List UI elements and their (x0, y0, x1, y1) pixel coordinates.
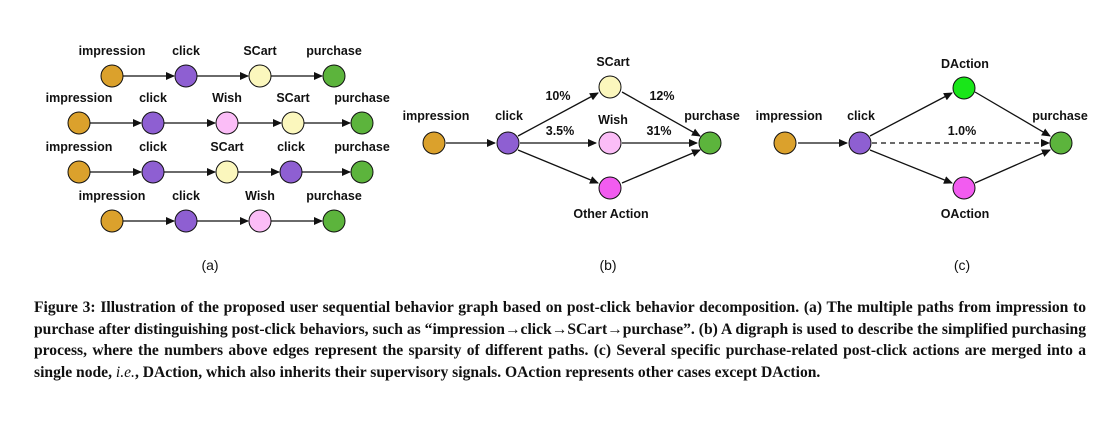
label-purchase: purchase (684, 109, 740, 123)
path-4-label-purchase: purchase (306, 189, 362, 203)
path-2-node-purchase (350, 111, 374, 135)
path-3-node-impression (67, 160, 91, 184)
node-purchase (698, 131, 722, 155)
label-click: click (495, 109, 523, 123)
path-3-node-scart (215, 160, 239, 184)
node-other-action (598, 176, 622, 200)
label-impression: impression (403, 109, 470, 123)
panel-a-label: (a) (201, 257, 218, 273)
path-2-node-impression (67, 111, 91, 135)
edge-oaction-purchase (974, 149, 1051, 184)
path-1-label-scart: SCart (243, 44, 277, 58)
node-wish (598, 131, 622, 155)
path-3-label-click: click (277, 140, 305, 154)
label-oaction: OAction (941, 207, 990, 221)
node-impression (422, 131, 446, 155)
path-2-label-purchase: purchase (334, 91, 390, 105)
node-click (848, 131, 872, 155)
panel-c-label: (c) (954, 257, 970, 273)
edge-click-other (517, 149, 599, 184)
path-3-node-purchase (350, 160, 374, 184)
label-click: click (847, 109, 875, 123)
panel-a: impression click SCart purchase impression cl… (46, 44, 390, 233)
path-1-node-scart (248, 64, 272, 88)
path-3-label-click: click (139, 140, 167, 154)
edge-label-click-purchase: 1.0% (948, 124, 977, 138)
caption-text-1: Figure 3: Illustration of the proposed u… (34, 299, 1086, 381)
path-1-label-click: click (172, 44, 200, 58)
edge-other-purchase (621, 149, 701, 184)
label-wish: Wish (598, 113, 628, 127)
caption-text-2: , DAction, which also inherits their sup… (134, 363, 821, 381)
edge-click-scart (517, 92, 599, 137)
edge-click-oaction (869, 149, 953, 184)
edge-label-wish-purchase: 31% (646, 124, 671, 138)
path-4-node-wish (248, 209, 272, 233)
caption-ie: i.e. (115, 363, 135, 381)
path-4-node-click (174, 209, 198, 233)
path-4-label-wish: Wish (245, 189, 275, 203)
path-3-label-impression: impression (46, 140, 113, 154)
edge-label-click-scart: 10% (545, 89, 570, 103)
path-1-node-impression (100, 64, 124, 88)
path-2-label-scart: SCart (276, 91, 310, 105)
path-1-node-click (174, 64, 198, 88)
path-1-label-purchase: purchase (306, 44, 362, 58)
path-4-node-impression (100, 209, 124, 233)
node-daction (952, 76, 976, 100)
edge-click-daction (869, 92, 953, 137)
path-1-node-purchase (322, 64, 346, 88)
node-impression (773, 131, 797, 155)
path-2-label-wish: Wish (212, 91, 242, 105)
edge-label-scart-purchase: 12% (649, 89, 674, 103)
label-other-action: Other Action (573, 207, 648, 221)
path-3-label-purchase: purchase (334, 140, 390, 154)
edge-daction-purchase (974, 91, 1051, 137)
path-3-node-click (279, 160, 303, 184)
path-2-node-wish (215, 111, 239, 135)
label-impression: impression (756, 109, 823, 123)
path-3-label-scart: SCart (210, 140, 244, 154)
label-daction: DAction (941, 57, 989, 71)
figure-3-diagram: impression click SCart purchase impression cl… (46, 44, 1088, 273)
panel-c: impression click DAction OAction purchas… (756, 57, 1088, 221)
node-purchase (1049, 131, 1073, 155)
node-click (496, 131, 520, 155)
path-2-label-click: click (139, 91, 167, 105)
path-3-node-click (141, 160, 165, 184)
path-2-label-impression: impression (46, 91, 113, 105)
label-scart: SCart (596, 55, 630, 69)
panel-b: impression click SCart Wish Other Action… (403, 55, 740, 221)
path-1-label-impression: impression (79, 44, 146, 58)
node-oaction (952, 176, 976, 200)
edge-scart-purchase (621, 91, 701, 137)
label-purchase: purchase (1032, 109, 1088, 123)
path-4-label-click: click (172, 189, 200, 203)
panel-b-label: (b) (599, 257, 616, 273)
path-2-node-click (141, 111, 165, 135)
node-scart (598, 75, 622, 99)
figure-caption: Figure 3: Illustration of the proposed u… (34, 297, 1086, 383)
path-4-node-purchase (322, 209, 346, 233)
edge-label-click-wish: 3.5% (546, 124, 575, 138)
path-2-node-scart (281, 111, 305, 135)
path-4-label-impression: impression (79, 189, 146, 203)
